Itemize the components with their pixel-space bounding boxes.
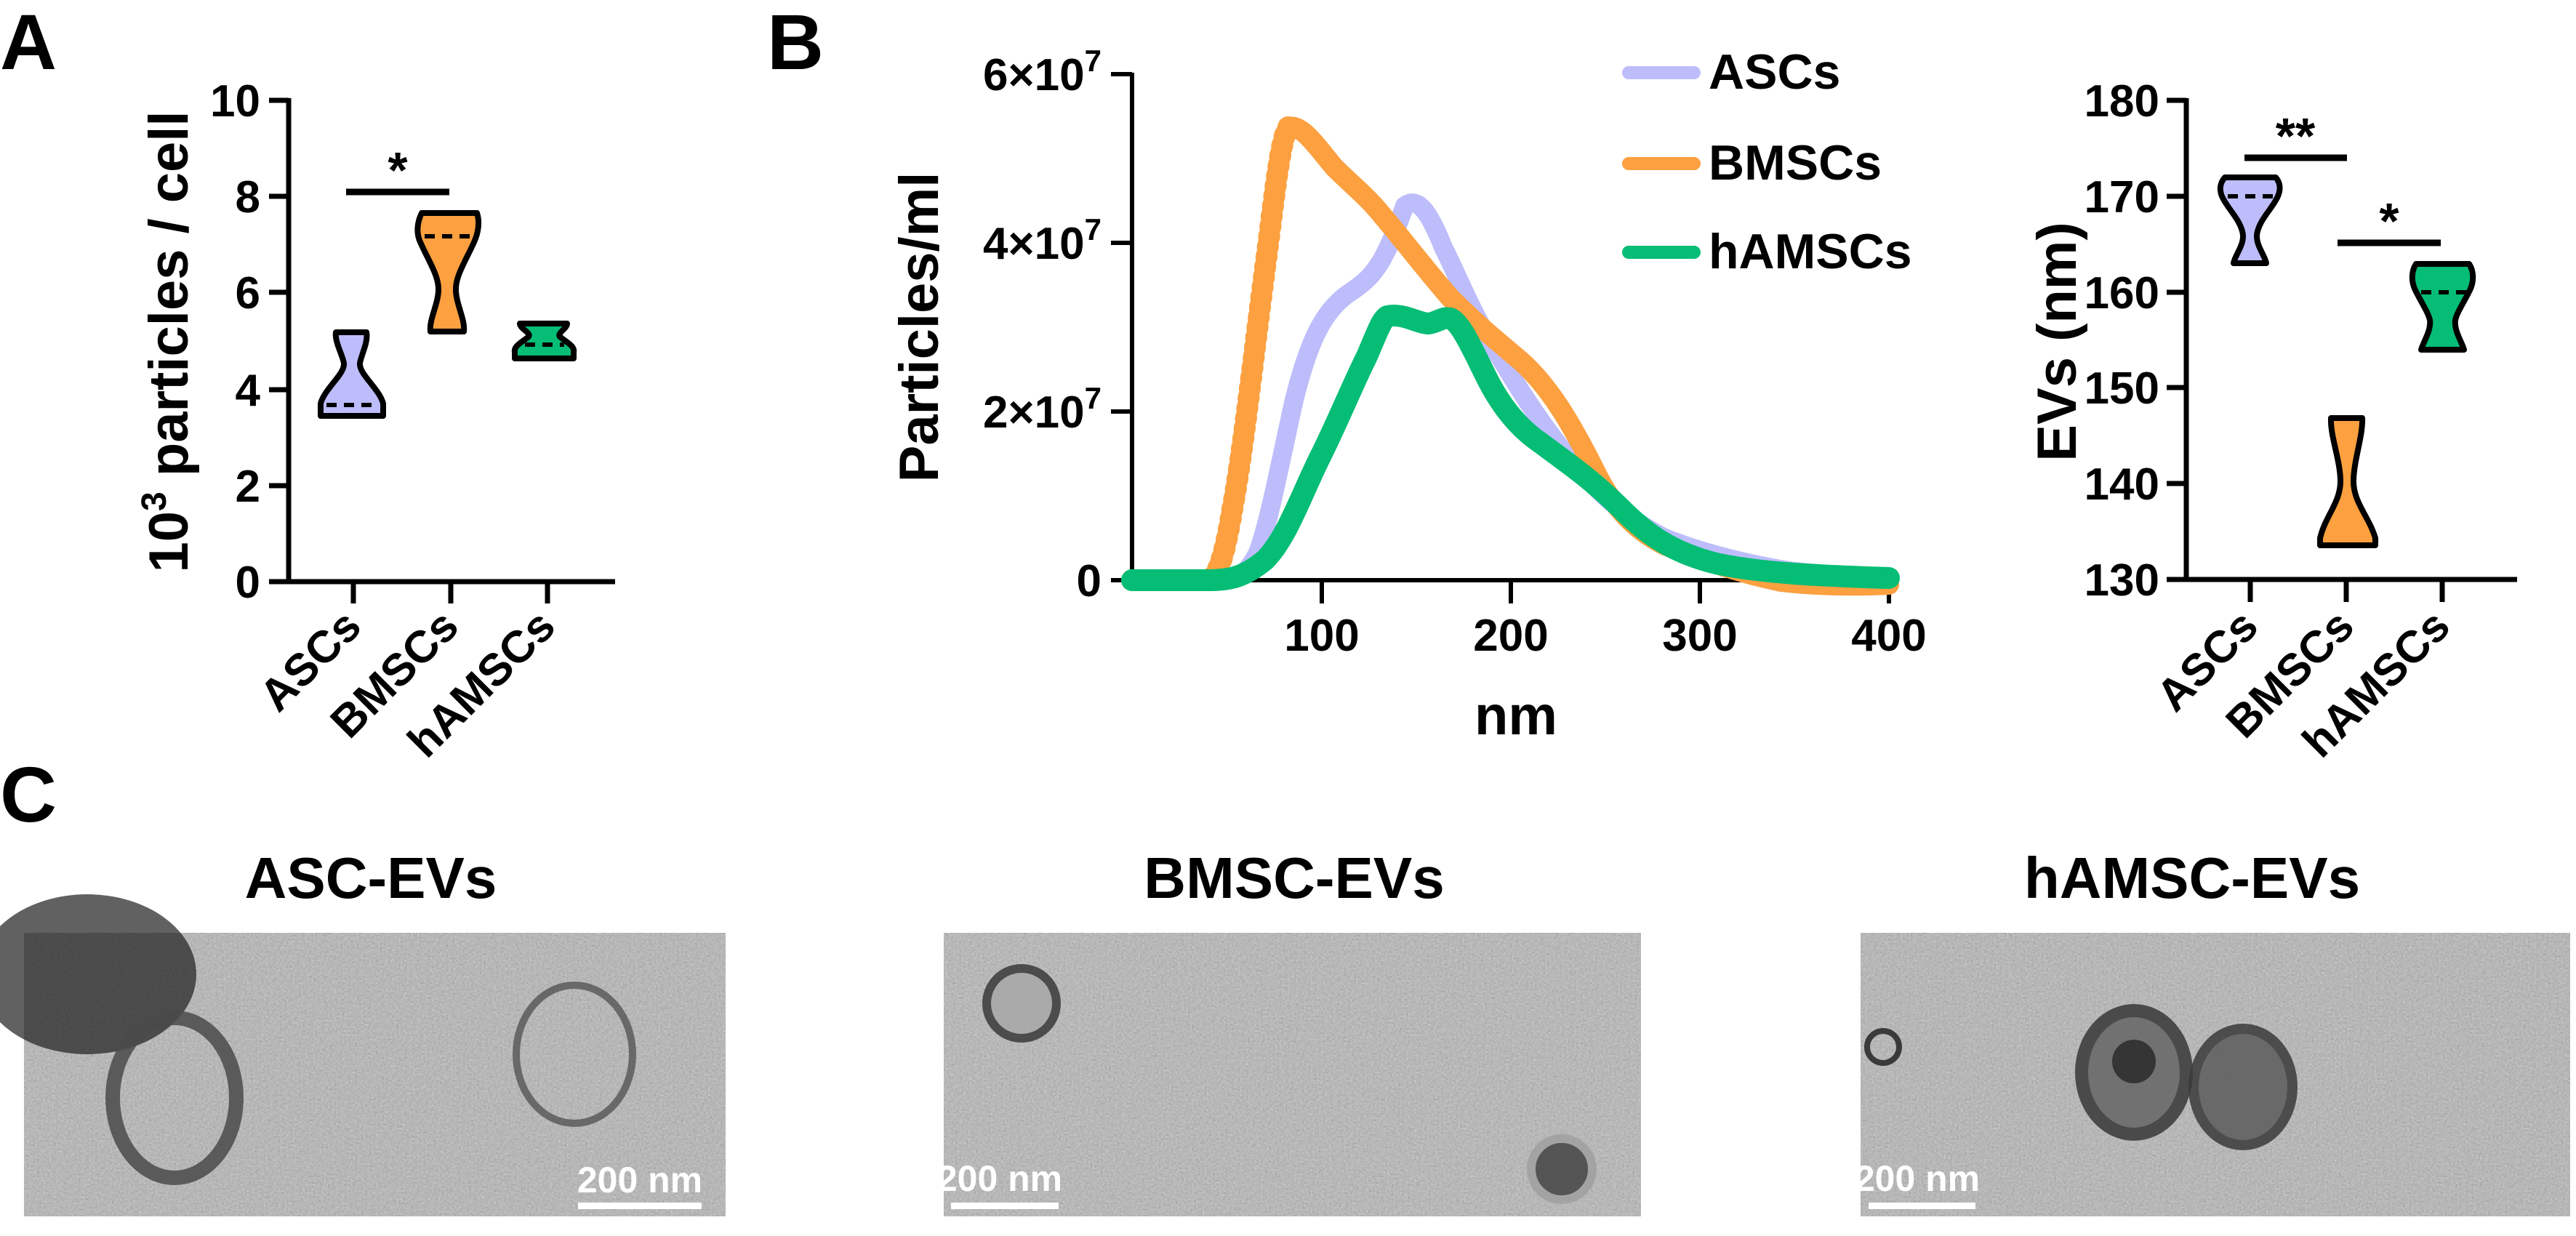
xtick-label: 200	[1473, 611, 1548, 661]
panel-c: C ASC-EVs 200 nm BMSC-EVs 200 nm hAMSC-E…	[0, 750, 2570, 1216]
ytick-label: 6	[236, 268, 260, 318]
panel-letter-a: A	[0, 0, 57, 86]
panel-b-right: EVs (nm) 130 140 150 160 170 180 ASCs BM…	[2026, 76, 2517, 767]
scalebar	[951, 1203, 1059, 1209]
significance-label: *	[2379, 193, 2399, 249]
vesicle	[1527, 1134, 1597, 1204]
ytick-label: 4×107	[983, 212, 1102, 269]
panel-b-right-y-axis-title: EVs (nm)	[2026, 222, 2088, 461]
panel-b-right-x-ticks: ASCs BMSCs hAMSCs	[2147, 579, 2460, 767]
ytick-label: 0	[1077, 556, 1102, 606]
tem-image-hamsc-evs: hAMSC-EVs 200 nm	[1855, 846, 2570, 1216]
scalebar	[1869, 1203, 1975, 1209]
significance-label: **	[2276, 108, 2316, 164]
panel-a-x-ticks: ASCs BMSCs hAMSCs	[250, 582, 565, 767]
legend-label-hamscs: hAMSCs	[1709, 224, 1912, 279]
legend: ASCs BMSCs hAMSCs	[1622, 44, 1912, 279]
violin-bmscs	[414, 210, 482, 334]
ytick-label: 4	[236, 366, 261, 416]
dark-stain	[0, 894, 196, 1054]
panel-letter-c: C	[0, 750, 57, 838]
curve-hamscs	[1121, 305, 1900, 591]
xtick-label: 300	[1662, 611, 1737, 661]
vesicle	[105, 1011, 244, 1185]
xtick-label: 400	[1851, 611, 1926, 661]
tem-texture	[944, 933, 1641, 1216]
panel-b-y-axis-title: Particles/ml	[888, 172, 950, 483]
ytick-label: 2	[236, 462, 260, 512]
ytick-label: 2×107	[983, 381, 1102, 438]
image-title: hAMSC-EVs	[2024, 846, 2360, 910]
vesicle	[1864, 1028, 1902, 1066]
ytick-label: 8	[236, 172, 260, 222]
violin-ascs	[318, 329, 386, 419]
scalebar-label: 200 nm	[1855, 1158, 1980, 1199]
ytick-label: 0	[236, 558, 260, 608]
scalebar-label: 200 nm	[577, 1160, 702, 1200]
ytick-label: 10	[210, 76, 260, 127]
tem-image-bmsc-evs: BMSC-EVs 200 nm	[937, 846, 1641, 1216]
legend-label-bmscs: BMSCs	[1709, 135, 1882, 190]
ytick-label: 6×107	[983, 44, 1102, 100]
vesicle	[982, 964, 1061, 1043]
panel-a-y-ticks: 0 2 4 6 8 10	[210, 76, 289, 608]
panel-a: A 103 particles / cell 0 2 4 6 8 10	[0, 0, 615, 767]
panel-b: B Particles/ml nm 0 2×107 4×107 6×107 10…	[767, 0, 1927, 747]
violin-ascs-size	[2217, 174, 2283, 266]
ytick-label: 170	[2085, 172, 2159, 222]
ylabel-prefix: 10	[138, 511, 200, 573]
scalebar	[578, 1203, 702, 1209]
panel-letter-b: B	[767, 0, 824, 86]
panel-b-x-axis-title: nm	[1474, 685, 1557, 747]
ytick-label: 140	[2085, 460, 2159, 510]
xtick-label: 100	[1284, 611, 1359, 661]
panel-b-right-y-ticks: 130 140 150 160 170 180	[2085, 76, 2186, 606]
ytick-label: 160	[2085, 268, 2159, 318]
ylabel-rest: particles / cell	[138, 111, 200, 491]
legend-label-ascs: ASCs	[1709, 44, 1840, 100]
violin-bmscs-size	[2317, 415, 2378, 548]
image-title: BMSC-EVs	[1144, 846, 1444, 910]
violin-hamscs	[511, 321, 577, 361]
ytick-label: 130	[2085, 555, 2159, 606]
scalebar-label: 200 nm	[937, 1158, 1062, 1199]
vesicle	[513, 982, 636, 1127]
violin-hamscs-size	[2409, 261, 2476, 353]
panel-a-y-axis-title: 103 particles / cell	[135, 111, 200, 572]
ylabel-superscript: 3	[135, 491, 174, 511]
tem-image-asc-evs: ASC-EVs 200 nm	[0, 846, 726, 1216]
panel-b-y-ticks: 0 2×107 4×107 6×107	[983, 44, 1132, 606]
image-title: ASC-EVs	[245, 846, 497, 910]
vesicle	[2188, 1024, 2298, 1150]
ytick-label: 180	[2085, 76, 2159, 127]
vesicle-core	[2112, 1040, 2156, 1083]
panel-b-x-ticks: 100 200 300 400	[1284, 580, 1927, 661]
significance-label: *	[388, 142, 408, 198]
ytick-label: 150	[2085, 364, 2159, 414]
